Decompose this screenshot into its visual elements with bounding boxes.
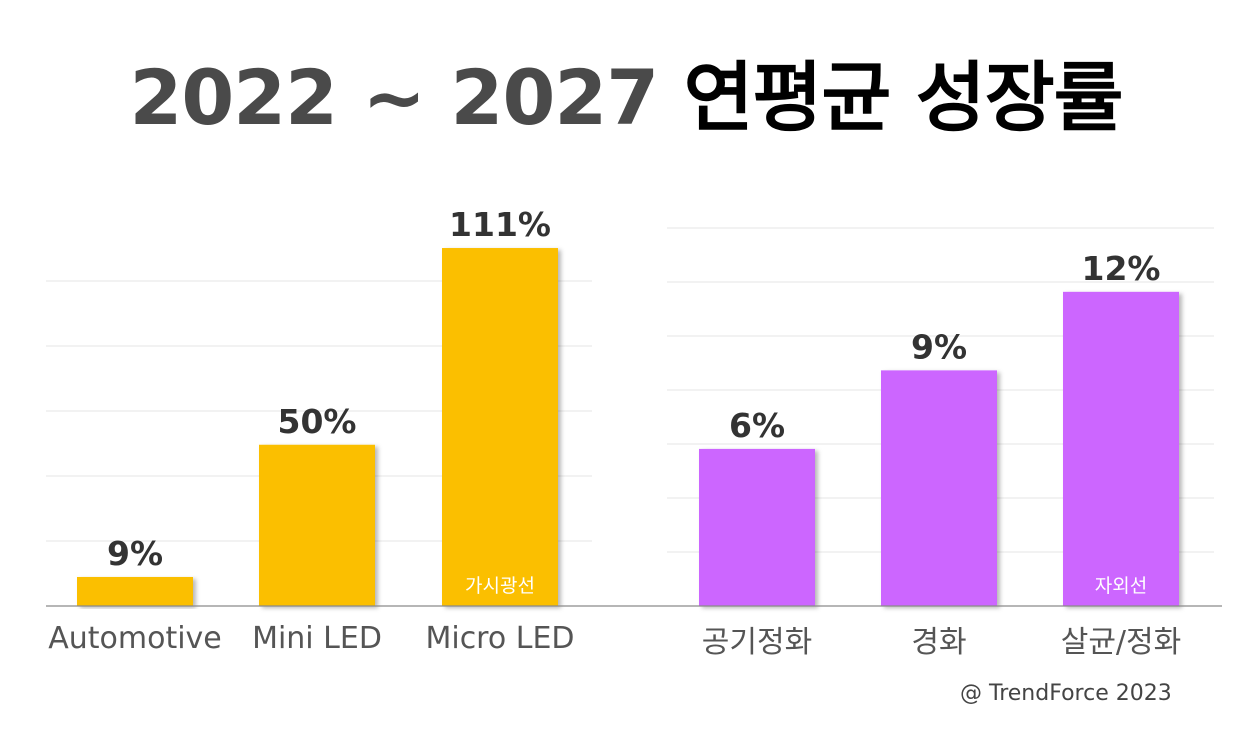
category-label: Micro LED xyxy=(425,621,574,656)
value-label: 6% xyxy=(729,406,785,445)
value-label: 9% xyxy=(911,327,967,366)
bar xyxy=(881,370,997,606)
right-chart-panel: 6% 공기정화 9% 경화 12% 살균/정화 자외선 xyxy=(667,227,1214,660)
category-label: 경화 xyxy=(911,625,966,660)
value-label: 50% xyxy=(278,402,357,441)
bar-annotation: 자외선 xyxy=(1095,575,1147,597)
value-label: 9% xyxy=(107,534,163,573)
source-credit: @ TrendForce 2023 xyxy=(960,681,1172,706)
bar xyxy=(442,248,558,606)
bar-annotation: 가시광선 xyxy=(465,575,535,597)
category-label: 살균/정화 xyxy=(1061,625,1182,660)
bar xyxy=(1063,291,1179,606)
chart-title: 2022 ~ 2027 연평균 성장률 xyxy=(0,36,1252,146)
value-label: 111% xyxy=(449,205,551,244)
category-label: 공기정화 xyxy=(702,625,812,660)
bar xyxy=(699,448,815,606)
title-text: 연평균 성장률 xyxy=(683,53,1124,142)
bar xyxy=(259,444,375,606)
value-label: 12% xyxy=(1082,249,1161,288)
category-label: Automotive xyxy=(48,621,222,656)
left-chart-panel: 9% Automotive 50% Mini LED 111% Micro LED 가시광선 xyxy=(46,205,592,656)
bar xyxy=(77,576,193,606)
category-label: Mini LED xyxy=(252,621,382,656)
title-years: 2022 ~ 2027 xyxy=(129,53,659,142)
